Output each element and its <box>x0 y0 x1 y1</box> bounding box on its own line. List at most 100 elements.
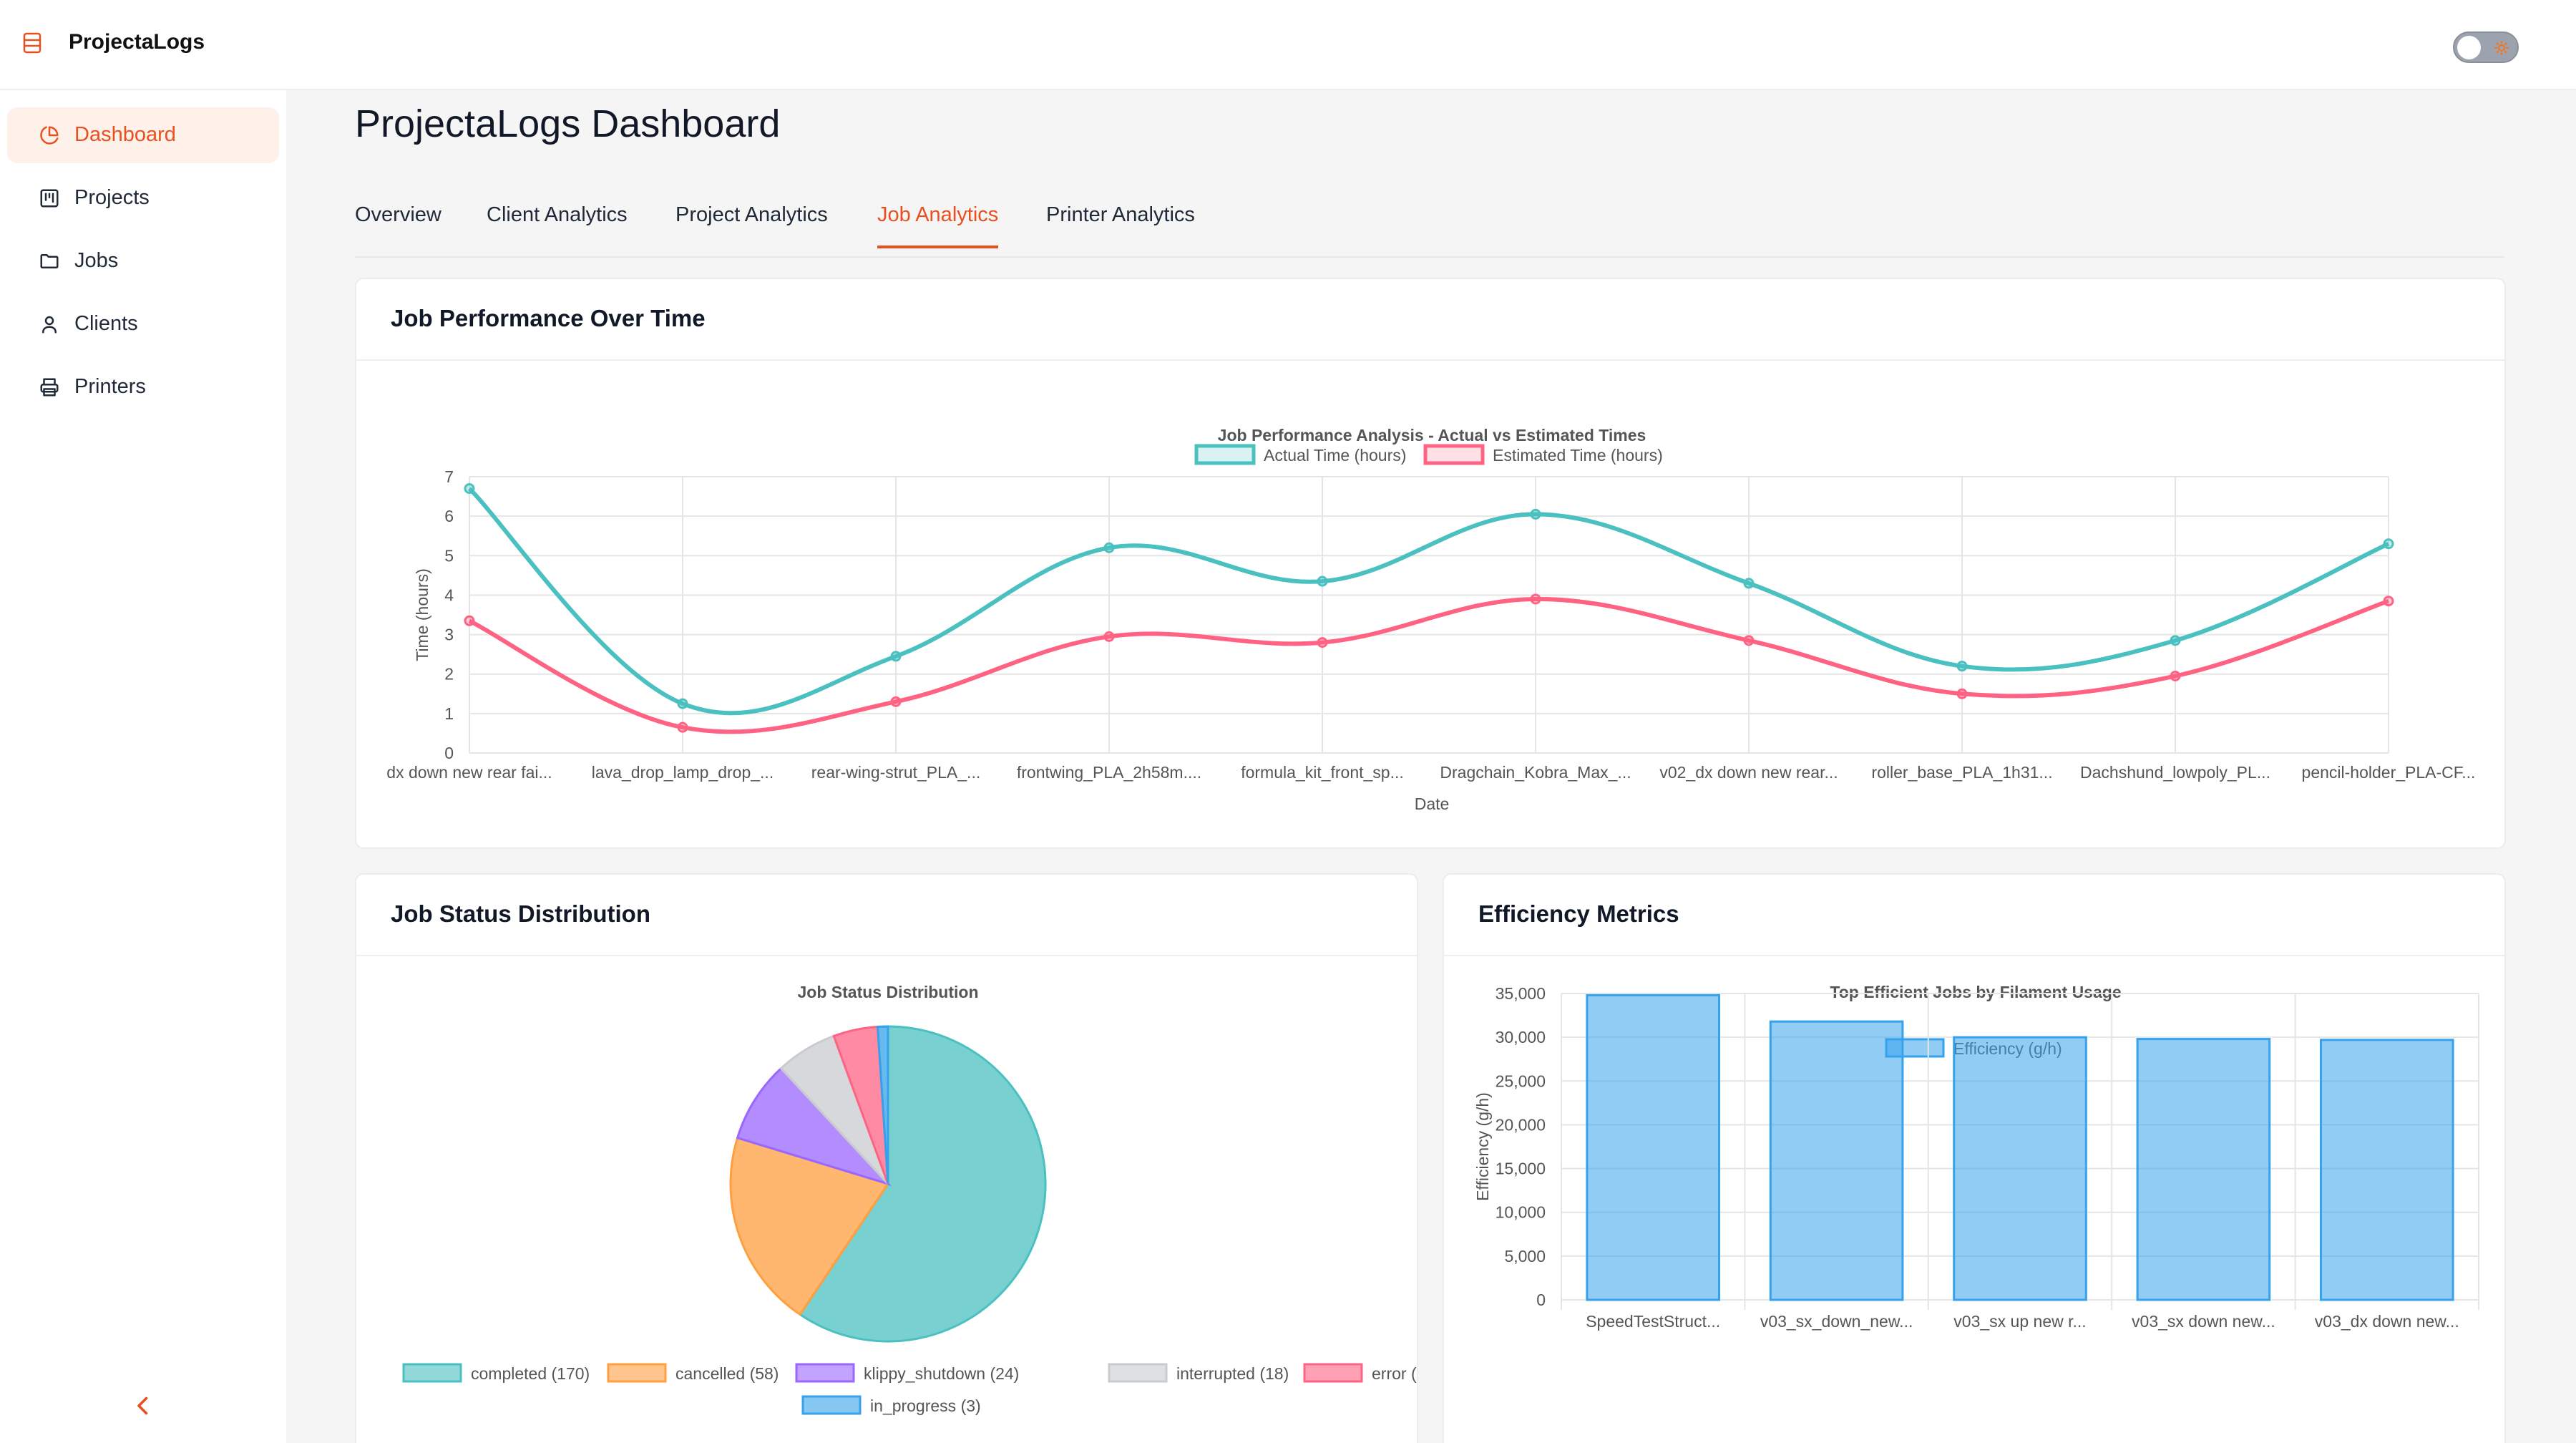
page-title: ProjectaLogs Dashboard <box>355 102 781 145</box>
tab-overview[interactable]: Overview <box>355 203 441 226</box>
card-title: Efficiency Metrics <box>1478 900 1679 927</box>
printer-icon <box>40 378 59 397</box>
sidebar-item-printers[interactable]: Printers <box>7 359 279 415</box>
y-tick-label: 3 <box>444 626 454 644</box>
efficiency-card: Efficiency Metrics Top Efficient Jobs by… <box>1443 873 2506 1443</box>
chart-title: Top Efficient Jobs by Filament Usage <box>1830 983 2121 1001</box>
pie-chart-icon <box>40 126 59 145</box>
legend-label: completed (170) <box>471 1364 590 1383</box>
data-point <box>890 696 902 707</box>
data-point <box>1743 635 1755 646</box>
main-content: ProjectaLogs Dashboard Overview Client A… <box>286 90 2576 1443</box>
tab-job-analytics[interactable]: Job Analytics <box>877 203 999 248</box>
job-performance-chart: Job Performance Analysis - Actual vs Est… <box>386 426 2475 813</box>
data-point <box>464 483 475 495</box>
legend-label: cancelled (58) <box>675 1364 779 1383</box>
card-divider <box>1444 955 2504 956</box>
tab-printer-analytics[interactable]: Printer Analytics <box>1046 203 1195 226</box>
legend-swatch <box>402 1363 462 1383</box>
legend-swatch <box>1108 1363 1168 1383</box>
legend-swatch <box>801 1395 862 1415</box>
sidebar-item-jobs[interactable]: Jobs <box>7 233 279 289</box>
y-tick-label: 5 <box>444 546 454 565</box>
tab-bar: Overview Client Analytics Project Analyt… <box>355 186 2504 258</box>
series-line <box>467 487 2390 716</box>
chevron-left-icon[interactable] <box>130 1393 156 1419</box>
sidebar-item-label: Clients <box>74 312 138 335</box>
brand-name: ProjectaLogs <box>69 30 205 54</box>
theme-toggle[interactable] <box>2453 31 2519 63</box>
tab-project-analytics[interactable]: Project Analytics <box>675 203 828 226</box>
data-point <box>1956 661 1968 672</box>
sidebar: Dashboard Projects Jobs Clients Printers <box>0 90 286 1443</box>
y-tick-label: 1 <box>444 704 454 723</box>
legend-label: error (13) <box>1372 1364 1418 1383</box>
legend-swatch <box>607 1363 667 1383</box>
data-point <box>677 698 688 709</box>
legend-label: klippy_shutdown (24) <box>864 1364 1019 1383</box>
legend-swatch <box>1194 444 1256 465</box>
card-title: Job Status Distribution <box>391 900 650 927</box>
legend-swatch <box>795 1363 855 1383</box>
legend-label: Actual Time (hours) <box>1264 446 1406 465</box>
x-tick-label: rear-wing-strut_PLA_... <box>811 763 980 782</box>
sidebar-item-label: Printers <box>74 375 146 398</box>
bar <box>1769 1020 1904 1301</box>
legend-label: interrupted (18) <box>1176 1364 1289 1383</box>
x-axis-label: Date <box>1415 795 1450 813</box>
y-axis-label: Efficiency (g/h) <box>1473 1092 1492 1201</box>
x-tick-label: lava_drop_lamp_drop_... <box>592 763 774 782</box>
top-bar: ProjectaLogs <box>0 0 2576 90</box>
data-point <box>2383 596 2394 607</box>
bar <box>2319 1039 2454 1301</box>
pie-slice <box>729 1136 890 1316</box>
legend-label: Estimated Time (hours) <box>1493 446 1663 465</box>
bar <box>1586 993 1721 1301</box>
x-tick-label: v03_sx_down_new... <box>1760 1312 1913 1331</box>
y-tick-label: 2 <box>444 665 454 684</box>
y-tick-label: 6 <box>444 507 454 525</box>
pie-slice <box>798 1025 1047 1343</box>
x-tick-label: SpeedTestStruct... <box>1586 1312 1720 1331</box>
y-tick-label: 5,000 <box>1504 1247 1546 1265</box>
data-point <box>1317 637 1328 648</box>
data-point <box>1317 575 1328 587</box>
x-tick-label: v03_sx up new r... <box>1953 1312 2086 1331</box>
card-divider <box>356 359 2504 361</box>
x-tick-label: frontwing_PLA_2h58m.... <box>1017 763 1201 782</box>
data-point <box>1743 578 1755 589</box>
y-tick-label: 15,000 <box>1496 1160 1546 1178</box>
x-tick-label: v03_dx down new... <box>2315 1312 2459 1331</box>
sidebar-item-dashboard[interactable]: Dashboard <box>7 107 279 163</box>
x-tick-label: v03_sx down new... <box>2132 1312 2275 1331</box>
legend-swatch <box>1303 1363 1363 1383</box>
sidebar-item-label: Jobs <box>74 249 119 272</box>
kanban-icon <box>40 189 59 208</box>
data-point <box>1956 688 1968 699</box>
y-tick-label: 0 <box>1536 1291 1546 1309</box>
data-point <box>1530 508 1541 520</box>
x-tick-label: Dragchain_Kobra_Max_... <box>1440 763 1631 782</box>
x-tick-label: Dachshund_lowpoly_PL... <box>2080 763 2270 782</box>
y-tick-label: 30,000 <box>1496 1028 1546 1046</box>
sun-icon <box>2494 41 2509 55</box>
sidebar-item-clients[interactable]: Clients <box>7 296 279 352</box>
x-tick-label: roller_base_PLA_1h31... <box>1871 763 2052 782</box>
data-point <box>1530 593 1541 605</box>
job-status-card: Job Status Distribution Job Status Distr… <box>355 873 1418 1443</box>
data-point <box>2170 635 2181 646</box>
job-performance-card: Job Performance Over Time Job Performanc… <box>355 278 2506 849</box>
sidebar-item-projects[interactable]: Projects <box>7 170 279 226</box>
bar <box>1953 1036 2087 1301</box>
x-tick-label: dx down new rear fai... <box>386 763 552 782</box>
y-tick-label: 0 <box>444 744 454 762</box>
brand-logo-icon <box>23 32 42 54</box>
tab-client-analytics[interactable]: Client Analytics <box>487 203 628 226</box>
data-point <box>1103 631 1115 642</box>
chart-title: Job Performance Analysis - Actual vs Est… <box>1218 426 1646 444</box>
y-tick-label: 35,000 <box>1496 984 1546 1003</box>
pie-slice <box>736 1067 892 1187</box>
y-tick-label: 25,000 <box>1496 1072 1546 1090</box>
job-status-chart: Job Status Distribution completed (170) ca… <box>402 983 1418 1415</box>
